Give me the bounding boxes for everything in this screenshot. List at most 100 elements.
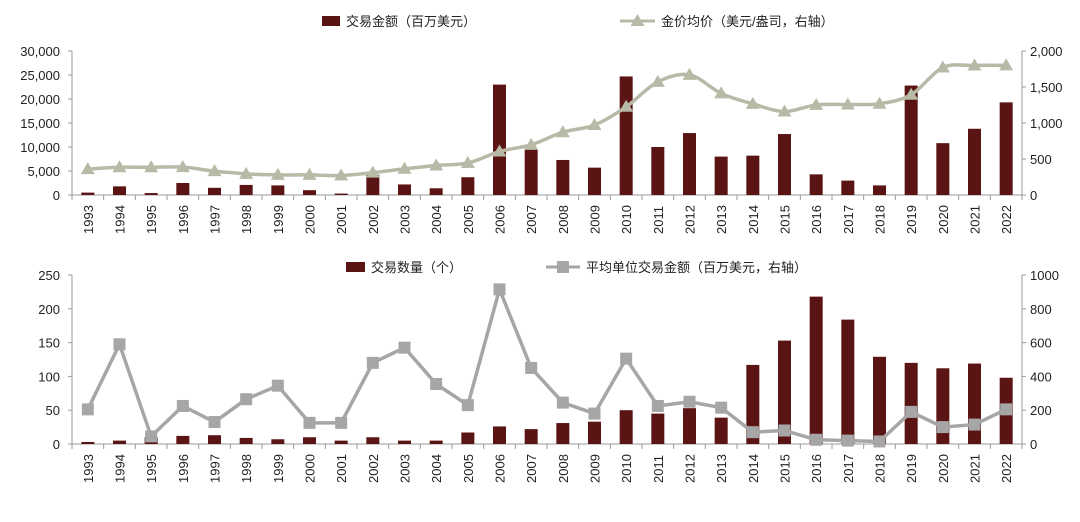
bar	[81, 192, 95, 195]
x-tick-label: 2001	[334, 454, 349, 483]
line-point	[240, 393, 253, 406]
bar	[588, 421, 601, 444]
bar	[778, 340, 791, 444]
x-tick-label: 2002	[366, 205, 381, 234]
left-tick-label: 0	[53, 188, 60, 203]
x-tick-label: 2011	[651, 455, 666, 483]
bar	[429, 188, 443, 195]
bar	[239, 184, 253, 195]
line-point	[397, 161, 412, 174]
line-point	[778, 424, 791, 437]
line-point	[303, 416, 316, 429]
bar	[904, 362, 918, 444]
x-tick-label: 1994	[113, 205, 128, 234]
bar	[208, 187, 221, 195]
line-point	[935, 60, 950, 73]
bar	[366, 174, 380, 195]
x-tick-label: 2020	[936, 205, 951, 234]
bar	[524, 429, 538, 444]
left-tick-label: 30,000	[20, 44, 60, 59]
line-point	[1000, 403, 1013, 416]
right-tick-label: 200	[1030, 403, 1052, 418]
line-point	[113, 338, 126, 351]
x-tick-label: 2015	[778, 454, 793, 483]
x-tick-label: 2007	[524, 205, 539, 234]
legend-bar-swatch	[346, 262, 365, 272]
bar	[968, 128, 981, 195]
x-tick-label: 2000	[303, 205, 318, 234]
line-point	[461, 399, 474, 412]
line-point	[873, 435, 886, 448]
bar	[873, 356, 886, 444]
line-point	[840, 97, 855, 110]
line-point	[208, 416, 221, 429]
x-tick-label: 2013	[714, 205, 729, 234]
x-tick-label: 2002	[366, 454, 381, 483]
x-tick-label: 1999	[271, 205, 286, 234]
right-tick-label: 1000	[1030, 268, 1059, 283]
bar	[113, 440, 126, 444]
line-point	[492, 144, 507, 157]
x-tick-label: 2004	[429, 454, 444, 483]
bar	[493, 84, 506, 195]
line-point	[429, 158, 444, 171]
line-point	[365, 165, 380, 178]
x-tick-label: 2017	[841, 205, 856, 234]
x-tick-label: 2015	[778, 205, 793, 234]
line-point	[145, 430, 158, 443]
line-series	[86, 283, 1007, 444]
line-point	[556, 396, 569, 409]
x-tick-label: 2001	[334, 205, 349, 234]
x-tick-label: 2019	[904, 454, 919, 483]
line-point	[112, 160, 127, 173]
x-tick-label: 2000	[303, 454, 318, 483]
bar	[809, 296, 823, 444]
x-tick-label: 2019	[904, 205, 919, 234]
line-point	[905, 405, 918, 418]
bar	[271, 439, 285, 444]
left-tick-label: 50	[46, 403, 60, 418]
right-tick-label: 0	[1030, 188, 1037, 203]
bar	[239, 437, 253, 444]
line-point	[967, 58, 982, 71]
legend-bar-label: 交易数量（个）	[371, 260, 462, 275]
x-tick-label: 2006	[493, 205, 508, 234]
right-tick-label: 400	[1030, 369, 1052, 384]
x-tick-label: 2008	[556, 205, 571, 234]
line-point	[968, 418, 981, 431]
bar	[176, 435, 190, 444]
left-tick-label: 150	[38, 336, 60, 351]
x-tick-label: 2006	[493, 454, 508, 483]
x-tick-label: 2021	[968, 454, 983, 483]
bar	[461, 432, 475, 444]
line-point	[714, 86, 729, 99]
line-point	[366, 356, 379, 369]
x-tick-label: 1994	[113, 454, 128, 483]
line-point	[841, 434, 854, 447]
bar	[524, 149, 538, 195]
line-point	[270, 167, 285, 180]
line-point	[80, 162, 95, 175]
bar	[493, 426, 506, 444]
left-tick-label: 0	[53, 437, 60, 452]
x-tick-label: 2020	[936, 454, 951, 483]
line-point	[715, 401, 728, 414]
x-tick-label: 2010	[619, 205, 634, 234]
bar	[398, 184, 411, 195]
bar	[619, 410, 633, 444]
x-tick-label: 2010	[619, 454, 634, 483]
bar	[841, 180, 855, 195]
legend-line-marker	[630, 14, 645, 26]
bar	[841, 319, 855, 444]
bar	[714, 156, 728, 195]
x-tick-label: 2016	[809, 454, 824, 483]
x-tick-label: 2004	[429, 205, 444, 234]
x-tick-label: 1996	[176, 454, 191, 483]
line-point	[650, 74, 665, 87]
line-point	[872, 96, 887, 109]
line-point	[555, 125, 570, 138]
line-point	[904, 87, 919, 100]
left-tick-label: 250	[38, 268, 60, 283]
bar	[556, 423, 570, 444]
line-point	[777, 104, 792, 117]
